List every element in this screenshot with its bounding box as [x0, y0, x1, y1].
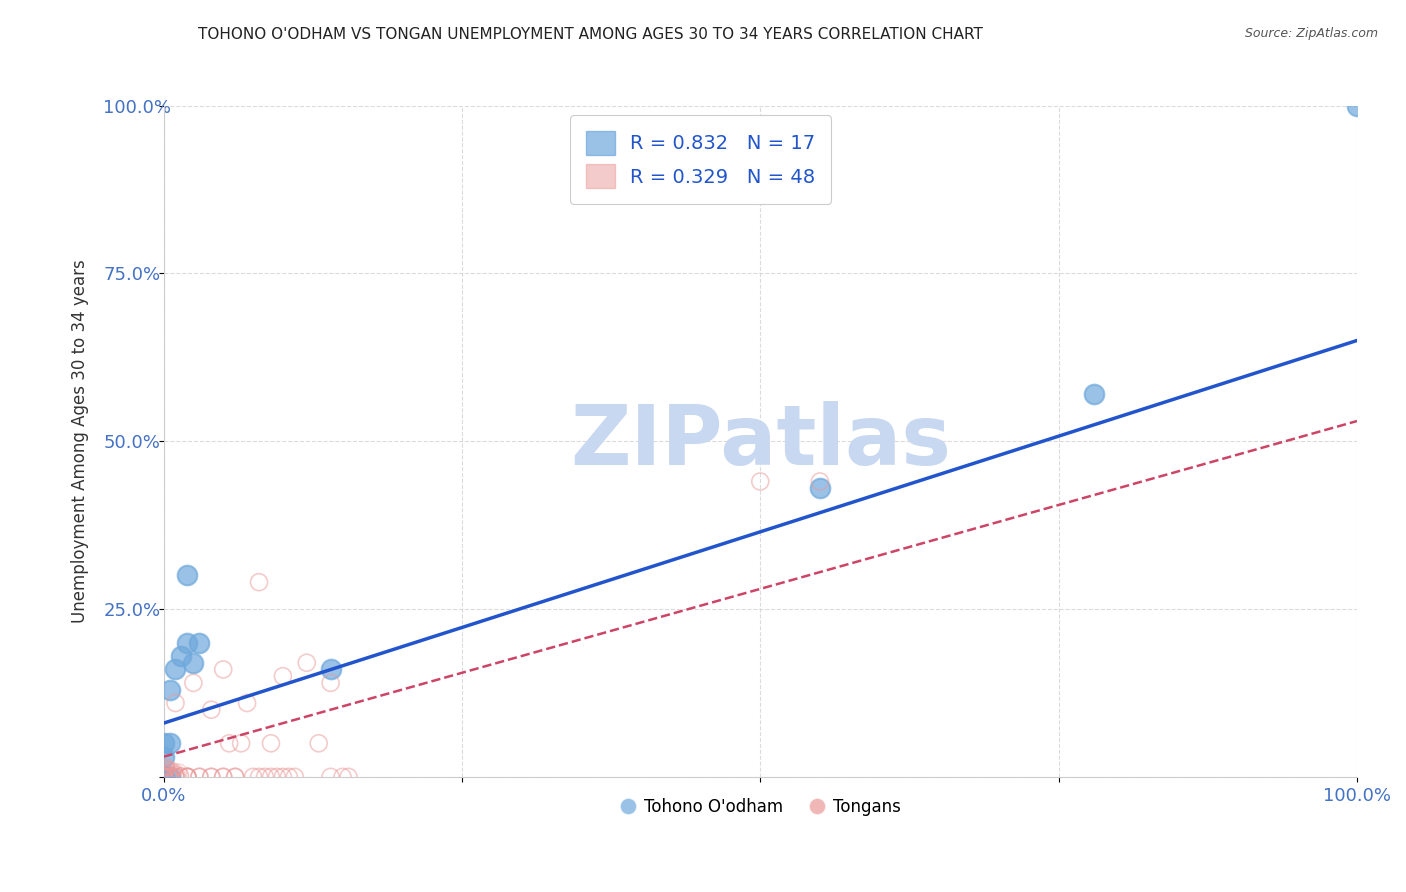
- Point: [159, 770, 181, 784]
- Point: [163, 766, 186, 780]
- Point: [260, 736, 283, 750]
- Point: [170, 648, 193, 663]
- Point: [271, 770, 294, 784]
- Point: [152, 770, 174, 784]
- Point: [165, 696, 187, 710]
- Point: [253, 770, 276, 784]
- Point: [176, 568, 198, 582]
- Point: [152, 770, 174, 784]
- Point: [295, 656, 318, 670]
- Point: [176, 770, 198, 784]
- Point: [163, 764, 186, 778]
- Point: [156, 762, 179, 776]
- Point: [242, 770, 264, 784]
- Point: [808, 475, 831, 489]
- Point: [200, 703, 222, 717]
- Point: [165, 770, 187, 784]
- Point: [152, 770, 174, 784]
- Point: [152, 749, 174, 764]
- Text: ZIPatlas: ZIPatlas: [569, 401, 950, 482]
- Point: [167, 764, 190, 779]
- Point: [200, 770, 222, 784]
- Point: [153, 768, 176, 782]
- Point: [153, 764, 176, 778]
- Point: [159, 770, 181, 784]
- Point: [1083, 387, 1105, 401]
- Point: [1346, 98, 1368, 112]
- Point: [212, 663, 235, 677]
- Point: [247, 770, 270, 784]
- Legend: Tohono O'odham, Tongans: Tohono O'odham, Tongans: [613, 791, 908, 822]
- Point: [165, 663, 187, 677]
- Point: [277, 770, 299, 784]
- Text: Source: ZipAtlas.com: Source: ZipAtlas.com: [1244, 27, 1378, 40]
- Point: [319, 663, 342, 677]
- Point: [229, 736, 252, 750]
- Point: [188, 770, 211, 784]
- Point: [169, 768, 191, 782]
- Point: [162, 769, 184, 783]
- Point: [260, 770, 283, 784]
- Point: [152, 736, 174, 750]
- Point: [188, 635, 211, 649]
- Point: [160, 763, 183, 777]
- Point: [266, 770, 288, 784]
- Point: [159, 764, 181, 778]
- Point: [200, 770, 222, 784]
- Point: [332, 770, 354, 784]
- Point: [167, 769, 190, 783]
- Point: [152, 770, 174, 784]
- Point: [176, 770, 198, 784]
- Point: [159, 770, 181, 784]
- Point: [156, 760, 179, 774]
- Point: [284, 770, 307, 784]
- Text: TOHONO O'ODHAM VS TONGAN UNEMPLOYMENT AMONG AGES 30 TO 34 YEARS CORRELATION CHAR: TOHONO O'ODHAM VS TONGAN UNEMPLOYMENT AM…: [198, 27, 983, 42]
- Point: [308, 736, 330, 750]
- Point: [271, 669, 294, 683]
- Point: [749, 475, 772, 489]
- Point: [212, 770, 235, 784]
- Point: [176, 770, 198, 784]
- Point: [165, 770, 187, 784]
- Point: [218, 736, 240, 750]
- Point: [166, 767, 188, 781]
- Point: [808, 481, 831, 495]
- Point: [183, 676, 205, 690]
- Point: [157, 765, 180, 780]
- Point: [224, 770, 246, 784]
- Point: [155, 765, 177, 780]
- Point: [319, 770, 342, 784]
- Point: [176, 770, 198, 784]
- Point: [236, 696, 259, 710]
- Point: [152, 770, 174, 784]
- Point: [319, 676, 342, 690]
- Point: [157, 766, 180, 780]
- Point: [224, 770, 246, 784]
- Point: [152, 770, 174, 784]
- Point: [247, 575, 270, 590]
- Point: [159, 770, 181, 784]
- Point: [212, 770, 235, 784]
- Point: [159, 736, 181, 750]
- Point: [337, 770, 360, 784]
- Point: [170, 768, 193, 782]
- Point: [152, 770, 174, 784]
- Y-axis label: Unemployment Among Ages 30 to 34 years: Unemployment Among Ages 30 to 34 years: [72, 260, 89, 624]
- Point: [188, 770, 211, 784]
- Point: [183, 656, 205, 670]
- Point: [155, 762, 177, 776]
- Point: [159, 682, 181, 697]
- Point: [165, 769, 187, 783]
- Point: [176, 635, 198, 649]
- Point: [156, 760, 179, 774]
